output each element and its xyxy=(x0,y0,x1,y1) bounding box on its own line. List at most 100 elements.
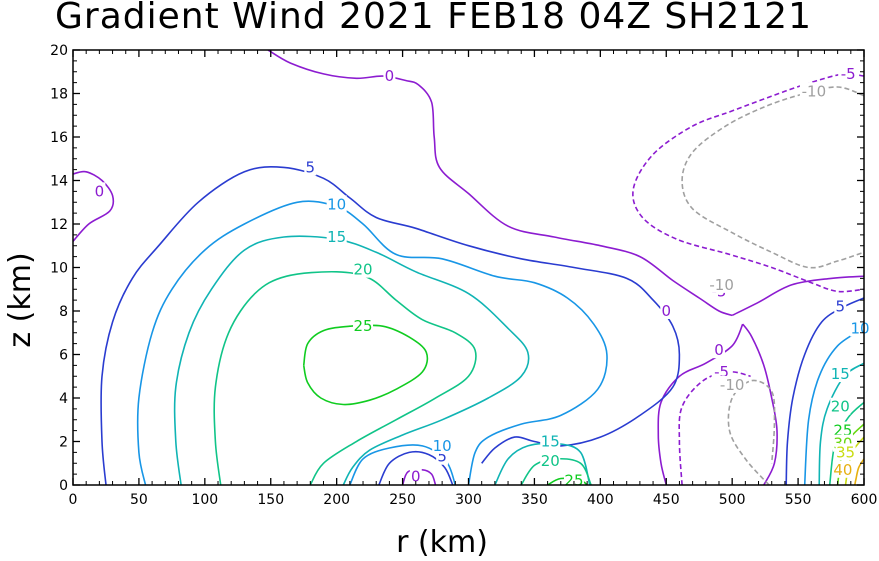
contour-label-bg xyxy=(432,436,453,454)
contour-line xyxy=(803,327,864,485)
contour-label-bg xyxy=(830,397,851,415)
contour-label-bg xyxy=(383,67,396,85)
x-tick-label: 300 xyxy=(455,492,482,508)
contour-label-bg xyxy=(353,260,374,278)
contour-label-bg xyxy=(326,195,347,213)
x-tick-label: 250 xyxy=(389,492,416,508)
contour-label: 5 xyxy=(835,298,845,316)
contour-line xyxy=(727,379,776,485)
contour-label-bg xyxy=(832,421,853,439)
x-axis-title: r (km) xyxy=(396,525,488,560)
contour-15 xyxy=(173,235,864,485)
contour-label-bg xyxy=(799,82,828,100)
y-tick-label: 14 xyxy=(50,174,68,190)
contour-label: 35 xyxy=(836,443,855,461)
contour-label-bg xyxy=(711,362,732,380)
x-tick-label: 0 xyxy=(69,492,78,508)
contour-label-bg xyxy=(707,275,736,293)
contour-label: -10 xyxy=(802,82,827,100)
contour-label-bg xyxy=(540,432,561,450)
contour-label-bg xyxy=(93,182,106,200)
contour-label-bg xyxy=(409,467,422,485)
contour-label: 0 xyxy=(661,302,671,320)
contour-label: 20 xyxy=(541,452,560,470)
contour-line xyxy=(401,468,437,485)
x-tick-label: 150 xyxy=(257,492,284,508)
contour-line xyxy=(267,50,733,317)
contour-label-bg xyxy=(540,452,561,470)
contour-label-bg xyxy=(712,341,725,359)
contour-line xyxy=(136,200,608,485)
contour-label-bg xyxy=(830,365,851,383)
contour-line xyxy=(657,323,744,485)
contour-label: -5 xyxy=(841,65,856,83)
contour-label: 10 xyxy=(327,195,346,213)
contour-0 xyxy=(73,50,864,485)
contour-label: -10 xyxy=(720,376,745,394)
y-tick-label: 2 xyxy=(59,435,68,451)
contour-line xyxy=(213,270,477,485)
y-tick-label: 20 xyxy=(50,43,68,59)
contour-label: -10 xyxy=(709,276,734,294)
contour-label-bg xyxy=(326,228,347,246)
contour-layer xyxy=(73,50,864,485)
contour-label: 0 xyxy=(385,67,395,85)
x-tick-label: 600 xyxy=(851,492,878,508)
y-tick-label: 12 xyxy=(50,217,68,233)
x-tick-label: 200 xyxy=(323,492,350,508)
contour-label-bg xyxy=(835,443,856,461)
x-tick-label: 350 xyxy=(521,492,548,508)
contour-line xyxy=(818,362,864,485)
y-tick-label: 16 xyxy=(50,130,68,146)
contour-label: 40 xyxy=(833,461,852,479)
contour-label-bg xyxy=(838,64,859,82)
contour-line xyxy=(731,275,864,317)
y-tick-label: 18 xyxy=(50,87,68,103)
contour-label: 15 xyxy=(831,365,850,383)
contour-label: 10 xyxy=(850,319,869,337)
contour-label-bg xyxy=(304,158,317,176)
x-tick-label: 400 xyxy=(587,492,614,508)
contour-line xyxy=(742,323,778,485)
contour-label: 20 xyxy=(353,261,372,279)
contour-label-bg xyxy=(353,317,374,335)
contour-label: 15 xyxy=(327,228,346,246)
y-axis-title: z (km) xyxy=(3,252,38,347)
contour-line xyxy=(302,324,429,406)
chart-title: Gradient Wind 2021 FEB18 04Z SH2121 xyxy=(55,0,812,37)
contour-line xyxy=(854,458,864,485)
contour-40 xyxy=(854,458,864,485)
contour-label-bg xyxy=(834,297,847,315)
contour-label-bg xyxy=(718,375,747,393)
contour-label: 25 xyxy=(353,317,372,335)
contour-line xyxy=(632,72,864,293)
contour-label: 5 xyxy=(437,448,447,466)
contour-line xyxy=(100,166,681,485)
contour-label: 15 xyxy=(541,433,560,451)
y-tick-label: 10 xyxy=(50,261,68,277)
contour-label: 0 xyxy=(411,467,421,485)
contour-line xyxy=(73,170,115,242)
contour-label: 10 xyxy=(433,437,452,455)
y-tick-label: 0 xyxy=(59,478,68,494)
contour-label-layer: 00000-5-5-5-10-10-1055510101015151520202… xyxy=(93,64,871,490)
x-tick-label: 500 xyxy=(719,492,746,508)
contour-label-bg xyxy=(660,302,673,319)
contour-label-bg xyxy=(832,460,853,478)
contour-20 xyxy=(213,270,864,485)
x-tick-label: 50 xyxy=(130,492,148,508)
contour-line xyxy=(173,235,530,485)
y-tick-label: 6 xyxy=(59,348,68,364)
x-tick-label: 100 xyxy=(191,492,218,508)
contour-label: 25 xyxy=(564,472,583,490)
y-tick-label: 8 xyxy=(59,304,68,320)
x-tick-label: 450 xyxy=(653,492,680,508)
contour-line xyxy=(681,86,864,269)
contour-label: 0 xyxy=(95,182,105,200)
axis-ticks: 0 50 100 150 200 250 300 350 400 450 500 550 6000246… xyxy=(50,43,877,508)
x-tick-label: 550 xyxy=(785,492,812,508)
contour-label: 0 xyxy=(714,341,724,359)
contour-label-bg xyxy=(850,319,871,337)
y-tick-label: 4 xyxy=(59,391,68,407)
